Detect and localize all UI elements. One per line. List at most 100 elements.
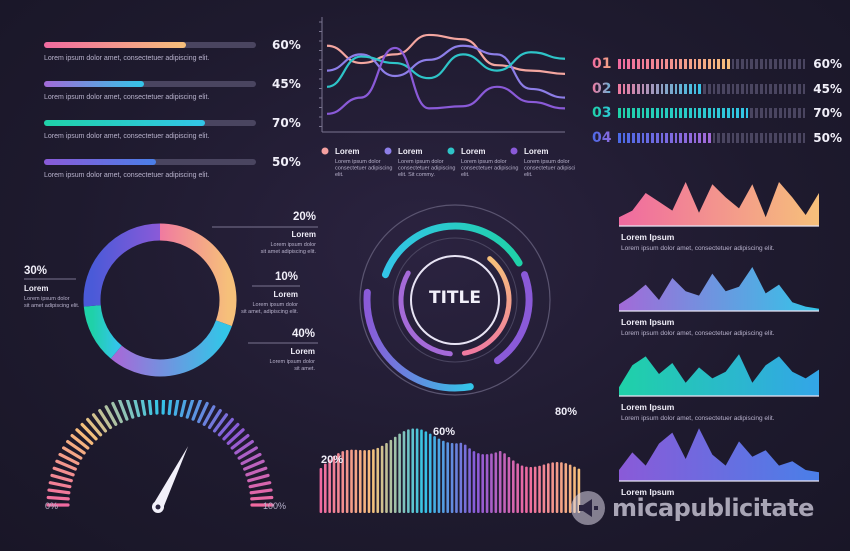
bar-segment <box>741 132 744 143</box>
wave-bar <box>564 463 568 513</box>
wave-bar <box>520 465 524 513</box>
progress-row: 45% Lorem ipsum dolor amet, consectetuer … <box>44 77 304 116</box>
numbered-bar-row: 01 60% <box>592 52 842 77</box>
donut-segment <box>83 304 123 359</box>
bar-segment <box>684 59 687 70</box>
bar-number: 03 <box>592 105 618 121</box>
bar-segment <box>655 83 659 94</box>
area-shape <box>619 182 819 226</box>
bar-segment <box>745 108 749 119</box>
bar-segment <box>617 132 621 143</box>
progress-fill <box>44 159 156 165</box>
donut-segment <box>110 320 232 377</box>
legend-label: Lorem <box>461 147 485 156</box>
bar-segment <box>769 59 773 70</box>
wave-bar <box>363 450 366 513</box>
gauge-tick <box>98 408 113 430</box>
progress-desc: Lorem ipsum dolor amet, consectetuer adi… <box>44 94 210 101</box>
gauge-tick <box>46 495 70 501</box>
bar-segment <box>655 132 659 143</box>
bar-segment <box>750 108 754 119</box>
bar-segment <box>636 83 640 94</box>
bar-segment <box>655 59 659 70</box>
bar-segment <box>722 132 725 143</box>
bar-segment <box>712 132 716 143</box>
gauge-tick <box>243 459 265 471</box>
progress-row: 50% Lorem ipsum dolor amet, consectetuer … <box>44 155 304 194</box>
bar-segment <box>665 108 668 119</box>
wave-bar <box>529 467 533 513</box>
bar-segment <box>778 83 782 94</box>
bar-segment <box>651 108 654 119</box>
gauge-tick <box>48 481 72 489</box>
wave-bar <box>446 442 450 513</box>
gauge-tick <box>66 440 86 455</box>
ring-inner-purple <box>398 270 453 357</box>
wave-bar <box>376 447 380 513</box>
bar-segment <box>783 108 787 119</box>
wave-label: 60% <box>433 426 455 438</box>
gauge-tick <box>248 481 272 489</box>
bar-segment <box>736 132 739 143</box>
bar-segment <box>679 83 683 94</box>
bar-percent: 50% <box>813 130 842 145</box>
donut-title: Lorem <box>24 284 48 293</box>
bar-segment <box>797 108 801 119</box>
bar-segment <box>764 108 768 119</box>
gauge-tick <box>111 401 123 424</box>
gauge-tick <box>212 413 229 433</box>
wave-bar <box>367 450 371 513</box>
bar-segment <box>741 83 744 94</box>
donut-desc: Lorem ipsum dolor sit amet. <box>269 359 315 372</box>
bar-segment <box>778 59 782 70</box>
numbered-bar-row: 04 50% <box>592 126 842 151</box>
bar-segment <box>703 59 706 70</box>
gauge-tick <box>86 417 103 437</box>
progress-desc: Lorem ipsum dolor amet, consectetuer adi… <box>44 133 210 140</box>
bar-segment <box>627 83 631 94</box>
gauge-tick <box>47 488 71 495</box>
bar-segment <box>698 83 702 94</box>
gauge-tick <box>133 400 141 418</box>
progress-percent: 60% <box>272 38 301 52</box>
bar-segment <box>726 83 730 94</box>
bar-percent: 60% <box>813 57 842 72</box>
area-desc: Lorem ipsum dolor amet, consectetuer adi… <box>621 330 775 337</box>
wave-bar <box>337 453 340 513</box>
bar-segment <box>764 59 768 70</box>
bar-segment <box>674 83 678 94</box>
bar-segment <box>651 83 654 94</box>
bar-segment <box>788 132 792 143</box>
bar-segment <box>793 108 796 119</box>
wave-bar <box>372 449 375 513</box>
ring-outer-arc <box>363 288 474 392</box>
bar-segment <box>712 108 716 119</box>
wave-bar <box>525 466 528 513</box>
bar-segment <box>627 132 631 143</box>
wave-bar <box>415 428 419 513</box>
gauge-tick <box>58 452 80 466</box>
bar-segment <box>698 108 702 119</box>
gauge-tick <box>197 401 209 424</box>
segment-bar <box>617 59 806 70</box>
bar-segment <box>802 132 806 143</box>
numbered-bars-panel: 01 60% 02 45% 03 70% 04 50% <box>592 52 842 150</box>
bar-segment <box>693 108 697 119</box>
numbered-bar-row: 02 45% <box>592 77 842 102</box>
gauge-max-label: 100% <box>263 501 286 511</box>
bar-segment <box>802 108 806 119</box>
bar-segment <box>622 83 626 94</box>
bar-segment <box>755 83 758 94</box>
progress-desc: Lorem ipsum dolor amet, consectetuer adi… <box>44 172 210 179</box>
progress-row: 60% Lorem ipsum dolor amet, consectetuer … <box>44 38 304 77</box>
progress-percent: 70% <box>272 116 301 130</box>
legend-dot <box>321 147 329 155</box>
area-shape <box>619 354 819 396</box>
ring-title-circle <box>410 255 500 345</box>
progress-track <box>44 81 256 87</box>
bar-segment <box>693 59 697 70</box>
line-series <box>326 46 566 115</box>
bar-segment <box>774 132 777 143</box>
bar-segment <box>741 59 744 70</box>
